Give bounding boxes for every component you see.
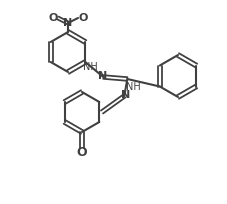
Text: NH: NH [126, 82, 141, 92]
Text: N: N [121, 90, 130, 100]
Text: N: N [98, 71, 107, 81]
Text: O: O [48, 13, 58, 23]
Text: NH: NH [83, 61, 98, 71]
Text: O: O [77, 146, 87, 160]
Text: N: N [63, 18, 73, 28]
Text: O: O [78, 13, 88, 23]
